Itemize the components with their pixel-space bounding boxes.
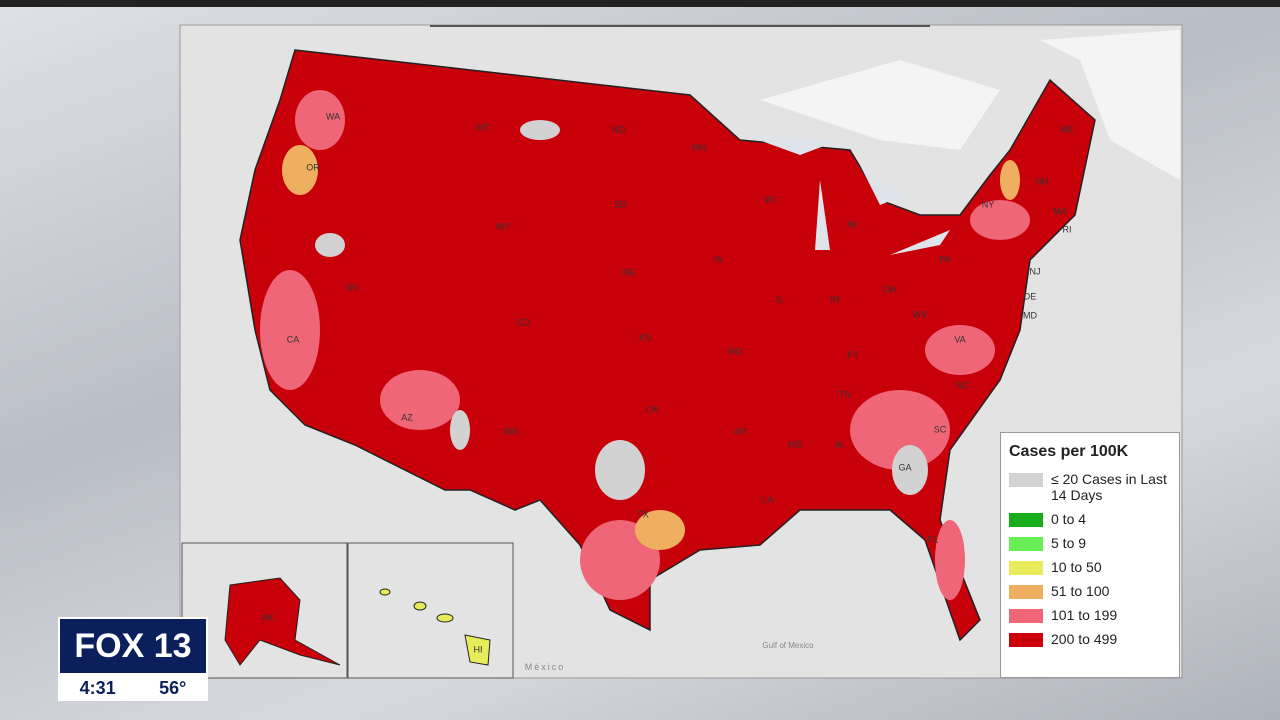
state-label: FL: [928, 534, 939, 544]
legend-item: 200 to 499: [1009, 631, 1171, 647]
legend-title: Cases per 100K: [1009, 443, 1129, 460]
state-label: TN: [839, 389, 851, 399]
state-label: AZ: [401, 412, 413, 422]
legend-label: 101 to 199: [1051, 607, 1118, 623]
state-label: NC: [957, 380, 970, 390]
legend-items: ≤ 20 Cases in Last 14 Days 0 to 4 5 to 9 10…: [1009, 471, 1171, 647]
legend-swatch: [1009, 513, 1043, 527]
state-label: DE: [1024, 291, 1037, 301]
alaska-map: [224, 577, 341, 666]
state-label: MD: [1023, 310, 1037, 320]
gray-counties: [315, 120, 928, 500]
logo-info: 4:31 56°: [58, 675, 208, 701]
state-label: OK: [646, 404, 659, 414]
state-label: GA: [898, 462, 911, 472]
legend-swatch: [1009, 537, 1043, 551]
state-label: CA: [287, 334, 300, 344]
legend-swatch: [1009, 585, 1043, 599]
state-label: MA: [1053, 206, 1067, 216]
state-label: NH: [1036, 176, 1049, 186]
state-label: IL: [776, 294, 784, 304]
state-label: NE: [623, 267, 636, 277]
state-label: WY: [496, 221, 511, 231]
legend-item: 5 to 9: [1009, 535, 1171, 551]
legend-label: ≤ 20 Cases in Last 14 Days: [1051, 471, 1167, 503]
state-label: SD: [614, 199, 627, 209]
state-label: KS: [639, 332, 651, 342]
state-label: HI: [474, 644, 483, 654]
temperature: 56°: [159, 677, 187, 698]
legend-item: 0 to 4: [1009, 511, 1171, 527]
legend-label: 200 to 499: [1051, 631, 1118, 647]
orange-counties: [282, 145, 1020, 550]
state-label: NM: [504, 426, 518, 436]
legend-swatch: [1009, 473, 1043, 487]
legend: Cases per 100K ≤ 20 Cases in Last 14 Day…: [1000, 432, 1180, 678]
legend-label: 10 to 50: [1051, 559, 1102, 575]
map-top-line: [430, 25, 930, 27]
legend-swatch: [1009, 633, 1043, 647]
logo-text: FOX 13: [58, 617, 208, 675]
state-label: MI: [847, 219, 857, 229]
state-label: WI: [765, 194, 776, 204]
place-label: México: [525, 662, 566, 672]
state-label: WA: [326, 111, 340, 121]
top-bar: [0, 0, 1280, 7]
time: 4:31: [79, 677, 116, 698]
great-lakes: [745, 135, 950, 255]
legend-item: 51 to 100: [1009, 583, 1171, 599]
state-label: OH: [883, 284, 897, 294]
state-label: MN: [692, 142, 706, 152]
legend-item: 10 to 50: [1009, 559, 1171, 575]
state-label: MS: [788, 439, 802, 449]
state-label: SC: [934, 424, 947, 434]
legend-swatch: [1009, 561, 1043, 575]
state-label: NY: [982, 199, 995, 209]
station-logo: FOX 13 4:31 56°: [58, 617, 208, 701]
state-label: NV: [346, 282, 359, 292]
state-label: OR: [306, 162, 320, 172]
canada-land: [760, 30, 1180, 180]
legend-item: 101 to 199: [1009, 607, 1171, 623]
state-label: CO: [516, 317, 530, 327]
legend-label: 5 to 9: [1051, 535, 1087, 551]
state-label: KY: [847, 349, 859, 359]
hawaii-map: [379, 588, 491, 666]
state-label: RI: [1063, 224, 1072, 234]
state-label: MO: [728, 346, 743, 356]
state-label: TX: [637, 509, 649, 519]
state-label: AK: [262, 612, 274, 622]
state-label: AL: [834, 439, 845, 449]
legend-label: 51 to 100: [1051, 583, 1110, 599]
state-label: LA: [762, 494, 773, 504]
state-label: ND: [613, 124, 626, 134]
state-label: IN: [831, 294, 840, 304]
state-label: PA: [939, 254, 950, 264]
state-label: IA: [714, 254, 723, 264]
state-label: VA: [954, 334, 965, 344]
state-label: WV: [913, 309, 928, 319]
state-label: AR: [734, 426, 747, 436]
legend-swatch: [1009, 609, 1043, 623]
us-map: [239, 49, 1096, 642]
pink-counties: [260, 90, 1030, 600]
place-label: Gulf of Mexico: [762, 641, 814, 650]
state-label: NJ: [1030, 266, 1041, 276]
state-label: ME: [1060, 124, 1074, 134]
state-labels: WA OR CA NV MT WY CO AZ NM ND SD NE KS O…: [262, 111, 1074, 654]
state-label: MT: [477, 122, 490, 132]
legend-label: 0 to 4: [1051, 511, 1087, 527]
legend-item: ≤ 20 Cases in Last 14 Days: [1009, 471, 1171, 503]
